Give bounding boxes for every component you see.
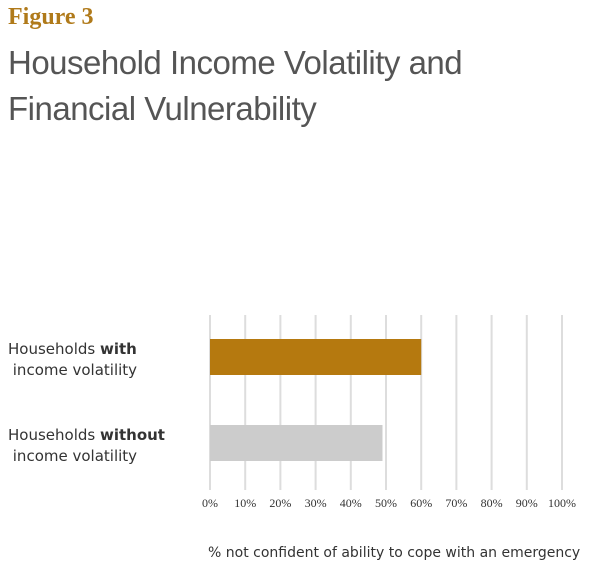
x-tick-label: 20% [269,496,291,510]
x-tick-label: 60% [410,496,432,510]
x-tick-label: 40% [340,496,362,510]
chart-title: Household Income Volatility and Financia… [8,44,463,127]
x-tick-label: 30% [305,496,327,510]
bar [210,425,383,461]
x-tick-label: 50% [375,496,397,510]
category-label: Households without income volatility [8,426,165,465]
x-tick-label: 80% [481,496,503,510]
x-tick-label: 100% [548,496,576,510]
x-axis-label: % not confident of ability to cope with … [208,545,580,561]
x-tick-label: 10% [234,496,256,510]
figure-label: Figure 3 [8,4,94,30]
x-tick-label: 70% [445,496,467,510]
bar [210,339,422,375]
category-label: Households with income volatility [8,340,137,379]
x-tick-label: 90% [516,496,538,510]
x-tick-label: 0% [202,496,218,510]
